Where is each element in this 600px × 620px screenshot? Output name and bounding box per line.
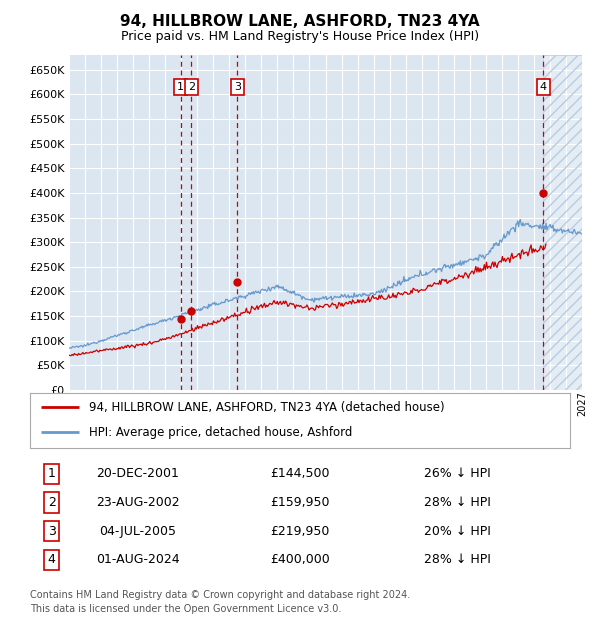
Text: 1: 1 — [47, 467, 56, 481]
Text: 28% ↓ HPI: 28% ↓ HPI — [424, 496, 491, 509]
Text: £219,950: £219,950 — [271, 525, 329, 538]
Text: Contains HM Land Registry data © Crown copyright and database right 2024.
This d: Contains HM Land Registry data © Crown c… — [30, 590, 410, 614]
Text: 4: 4 — [47, 554, 56, 567]
Text: 26% ↓ HPI: 26% ↓ HPI — [424, 467, 491, 481]
Text: 01-AUG-2024: 01-AUG-2024 — [96, 554, 180, 567]
Text: 2: 2 — [188, 82, 195, 92]
Text: 94, HILLBROW LANE, ASHFORD, TN23 4YA (detached house): 94, HILLBROW LANE, ASHFORD, TN23 4YA (de… — [89, 401, 445, 414]
Text: HPI: Average price, detached house, Ashford: HPI: Average price, detached house, Ashf… — [89, 426, 353, 439]
Text: Price paid vs. HM Land Registry's House Price Index (HPI): Price paid vs. HM Land Registry's House … — [121, 30, 479, 43]
Bar — [543, 55, 582, 390]
Text: 2: 2 — [47, 496, 56, 509]
Text: 23-AUG-2002: 23-AUG-2002 — [96, 496, 180, 509]
Text: 1: 1 — [177, 82, 184, 92]
Text: 3: 3 — [234, 82, 241, 92]
Text: £144,500: £144,500 — [270, 467, 330, 481]
Bar — [543, 55, 582, 390]
Text: 20-DEC-2001: 20-DEC-2001 — [97, 467, 179, 481]
Text: £400,000: £400,000 — [270, 554, 330, 567]
Text: 4: 4 — [539, 82, 547, 92]
Text: £159,950: £159,950 — [270, 496, 330, 509]
Text: 28% ↓ HPI: 28% ↓ HPI — [424, 554, 491, 567]
Text: 94, HILLBROW LANE, ASHFORD, TN23 4YA: 94, HILLBROW LANE, ASHFORD, TN23 4YA — [120, 14, 480, 29]
Text: 3: 3 — [47, 525, 56, 538]
Text: 20% ↓ HPI: 20% ↓ HPI — [424, 525, 491, 538]
Text: 04-JUL-2005: 04-JUL-2005 — [100, 525, 176, 538]
